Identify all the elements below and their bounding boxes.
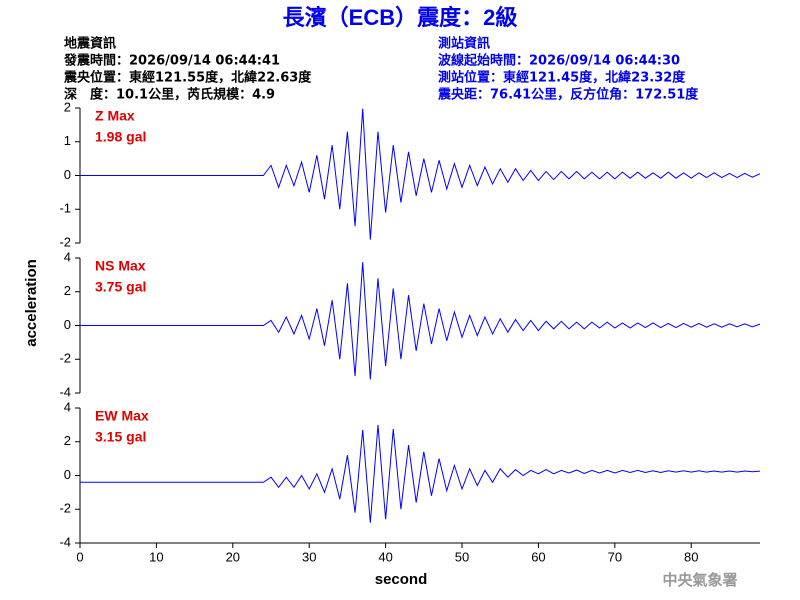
- annotation: 3.75 gal: [95, 279, 146, 295]
- x-axis-label: second: [375, 571, 428, 588]
- info-right: 測站位置：東經121.45度，北緯23.32度: [438, 70, 686, 86]
- y-tick-label: 2: [64, 283, 71, 298]
- annotation: Z Max: [95, 108, 135, 124]
- x-tick-label: 50: [455, 549, 469, 564]
- annotation: EW Max: [95, 408, 149, 424]
- y-tick-label: 0: [64, 467, 71, 482]
- y-axis-label: acceleration: [23, 259, 40, 347]
- info-left: 深 度：10.1公里，芮氏規模：4.9: [64, 87, 275, 103]
- x-tick-label: 40: [378, 549, 392, 564]
- info-left: 地震資訊: [64, 36, 116, 52]
- annotation: 3.15 gal: [95, 429, 146, 445]
- y-tick-label: -2: [59, 501, 71, 516]
- y-tick-label: 2: [64, 99, 71, 114]
- y-tick-label: 4: [64, 399, 71, 414]
- x-tick-label: 70: [608, 549, 622, 564]
- x-tick-label: 0: [76, 549, 83, 564]
- y-tick-label: 2: [64, 433, 71, 448]
- y-tick-label: -2: [59, 234, 71, 249]
- y-tick-label: 1: [64, 133, 71, 148]
- x-tick-label: 80: [684, 549, 698, 564]
- info-right: 測站資訊: [438, 36, 490, 52]
- y-tick-label: -4: [59, 534, 71, 549]
- waveform: [80, 108, 761, 240]
- y-tick-label: -2: [59, 351, 71, 366]
- y-tick-label: 0: [64, 167, 71, 182]
- y-tick-label: 0: [64, 317, 71, 332]
- info-left: 震央位置：東經121.55度，北緯22.63度: [63, 70, 312, 86]
- y-tick-label: 4: [64, 249, 71, 264]
- x-tick-label: 20: [226, 549, 240, 564]
- annotation: 1.98 gal: [95, 129, 146, 145]
- x-tick-label: 60: [531, 549, 545, 564]
- footer: 中央氣象署: [662, 571, 737, 589]
- x-tick-label: 30: [302, 549, 316, 564]
- x-tick-label: 10: [149, 549, 163, 564]
- annotation: NS Max: [95, 258, 146, 274]
- info-right: 波線起始時間：2026/09/14 06:44:30: [438, 53, 680, 69]
- y-tick-label: -4: [59, 384, 71, 399]
- waveform: [80, 262, 761, 380]
- info-right: 震央距：76.41公里，反方位角：172.51度: [437, 87, 699, 103]
- info-left: 發震時間：2026/09/14 06:44:41: [63, 53, 280, 69]
- y-tick-label: -1: [59, 201, 71, 216]
- title: 長濱（ECB）震度：2級: [283, 5, 518, 30]
- waveform: [80, 424, 761, 523]
